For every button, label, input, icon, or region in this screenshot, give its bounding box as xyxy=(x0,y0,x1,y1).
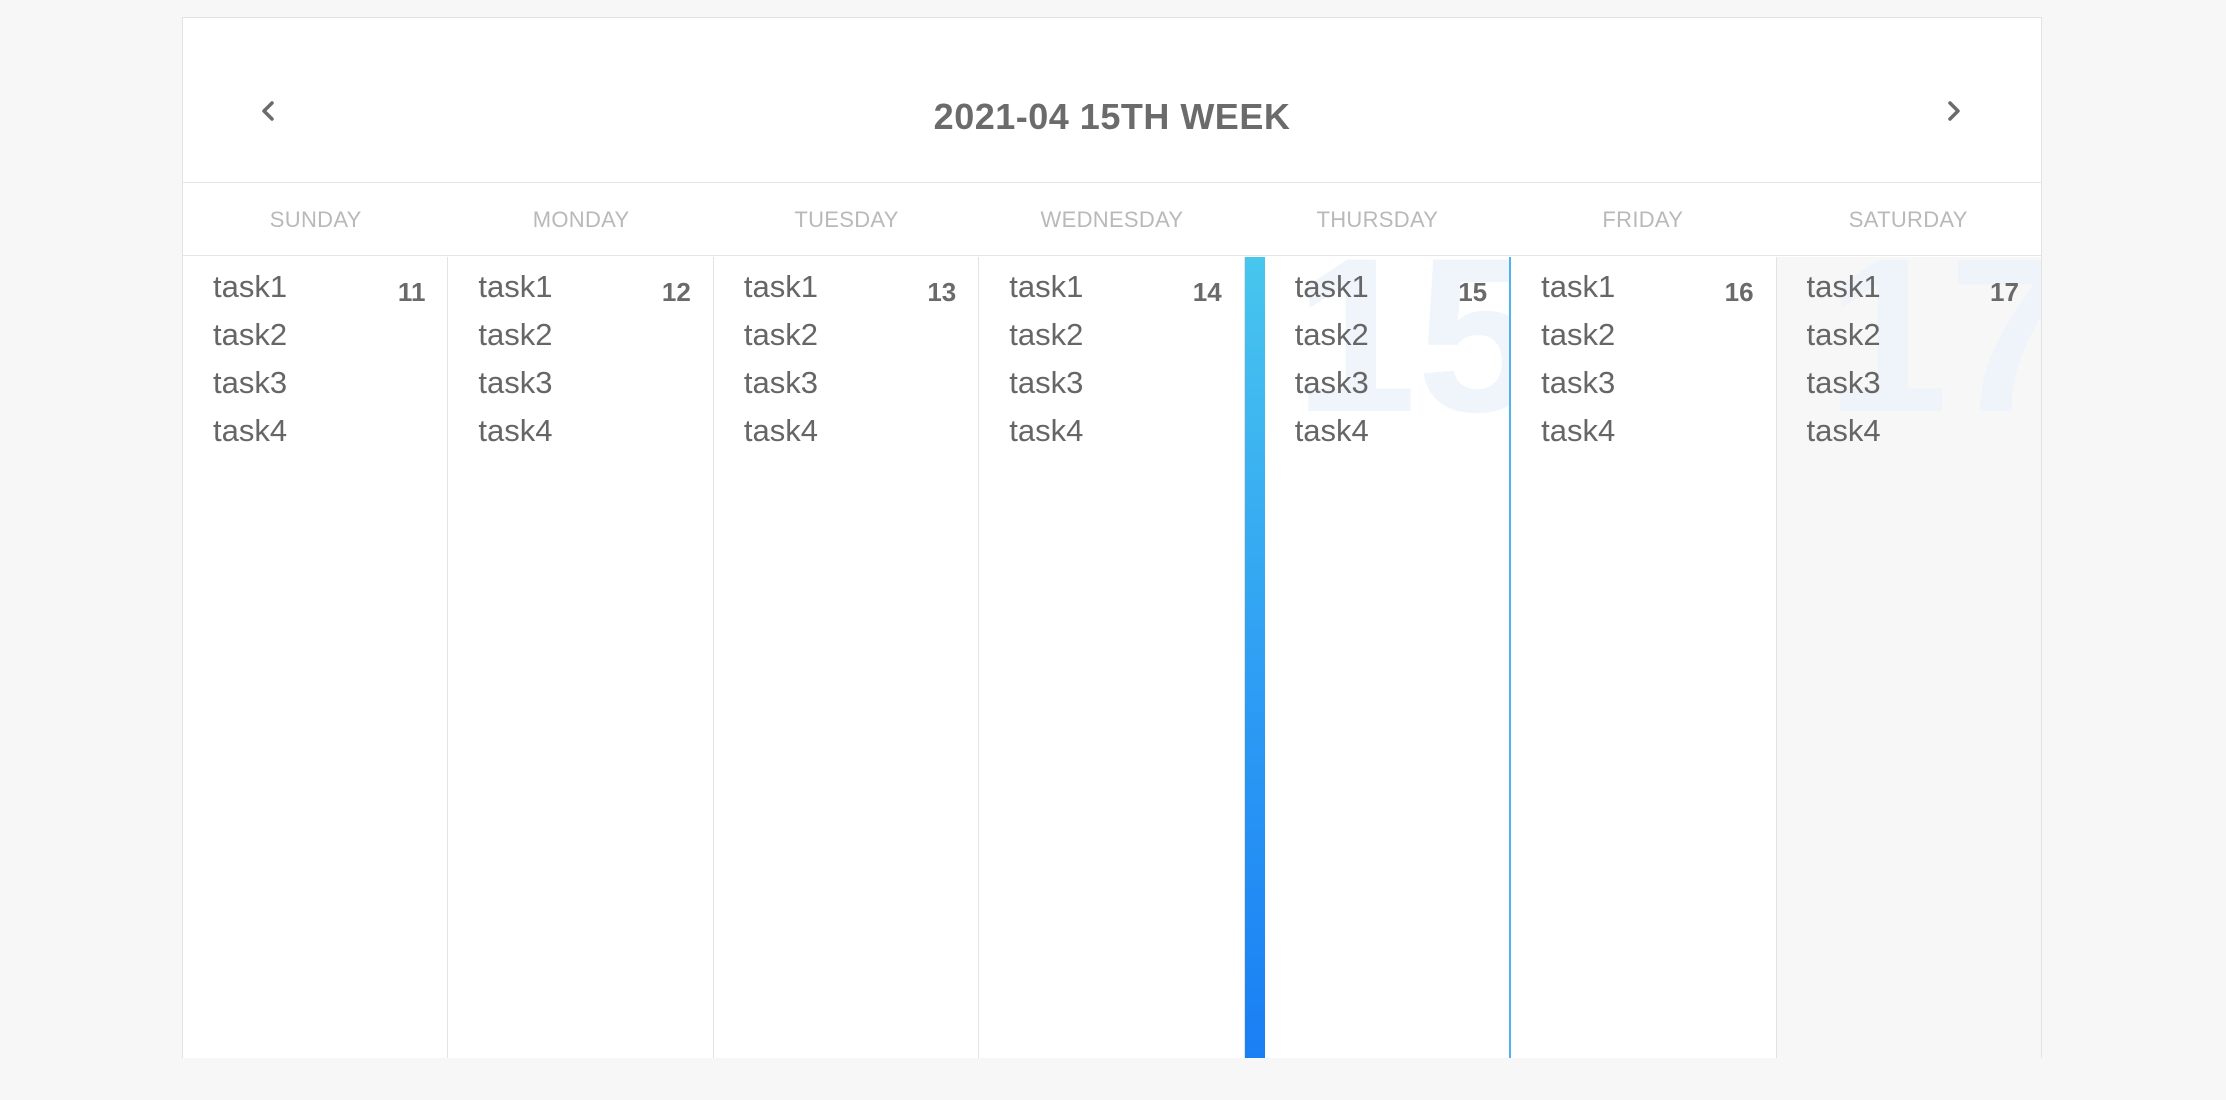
task-item[interactable]: task2 xyxy=(1294,317,1369,352)
next-week-button[interactable] xyxy=(1937,94,1971,128)
task-item[interactable]: task2 xyxy=(743,317,818,352)
task-item[interactable]: task4 xyxy=(1294,413,1369,448)
day-cell-monday[interactable]: 12 task1 task2 task3 task4 xyxy=(448,257,714,1058)
task-list: task1 task2 task3 task4 xyxy=(213,263,287,455)
weekday-wednesday: WEDNESDAY xyxy=(1040,207,1184,232)
previous-week-button[interactable] xyxy=(251,94,285,128)
day-number: 15 xyxy=(1458,277,1488,307)
task-item[interactable]: task4 xyxy=(478,413,553,448)
day-number: 13 xyxy=(927,277,957,307)
weekday-monday: MONDAY xyxy=(532,207,630,232)
task-item[interactable]: task2 xyxy=(1009,317,1084,352)
task-item[interactable]: task1 xyxy=(743,269,818,304)
weekday-header-row: SUNDAY MONDAY TUESDAY WEDNESDAY THURSDAY… xyxy=(183,184,2041,256)
calendar-header: 2021-04 15TH WEEK xyxy=(183,18,2041,183)
week-calendar: 2021-04 15TH WEEK SUNDAY MONDAY TUESDAY … xyxy=(182,17,2042,1058)
weekday-sunday: SUNDAY xyxy=(269,207,362,232)
task-item[interactable]: task1 xyxy=(1294,269,1369,304)
day-columns: 11 task1 task2 task3 task4 12 task1 task… xyxy=(183,257,2041,1058)
day-cell-sunday[interactable]: 11 task1 task2 task3 task4 xyxy=(183,257,449,1058)
task-item[interactable]: task3 xyxy=(478,365,553,400)
task-item[interactable]: task2 xyxy=(478,317,553,352)
task-item[interactable]: task3 xyxy=(1294,365,1369,400)
task-item[interactable]: task4 xyxy=(213,413,288,448)
day-cell-thursday-today[interactable]: 15 15 task1 task2 task3 task4 xyxy=(1244,257,1512,1058)
task-list: task1 task2 task3 task4 xyxy=(1807,263,1881,455)
task-item[interactable]: task4 xyxy=(743,413,818,448)
task-list: task1 task2 task3 task4 xyxy=(478,263,552,455)
task-list: task1 task2 task3 task4 xyxy=(1009,263,1083,455)
day-number: 11 xyxy=(397,277,426,307)
day-cell-saturday[interactable]: 17 17 task1 task2 task3 task4 xyxy=(1776,257,2041,1058)
task-item[interactable]: task2 xyxy=(1806,317,1881,352)
task-item[interactable]: task1 xyxy=(213,269,288,304)
chevron-right-icon xyxy=(1948,101,1960,121)
task-list: task1 task2 task3 task4 xyxy=(1295,263,1369,455)
task-item[interactable]: task3 xyxy=(1009,365,1084,400)
task-item[interactable]: task1 xyxy=(1541,269,1616,304)
chevron-left-icon xyxy=(262,101,274,121)
day-number: 16 xyxy=(1724,277,1754,307)
weekday-tuesday: TUESDAY xyxy=(794,207,899,232)
task-item[interactable]: task1 xyxy=(1806,269,1881,304)
today-indicator-bar xyxy=(1244,257,1265,1058)
day-number: 12 xyxy=(661,277,691,307)
day-number: 14 xyxy=(1192,277,1222,307)
day-cell-friday[interactable]: 16 task1 task2 task3 task4 xyxy=(1511,257,1777,1058)
task-list: task1 task2 task3 task4 xyxy=(1541,263,1615,455)
task-item[interactable]: task2 xyxy=(1541,317,1616,352)
weekday-saturday: SATURDAY xyxy=(1848,207,1968,232)
day-number: 17 xyxy=(1990,277,2019,307)
task-item[interactable]: task4 xyxy=(1541,413,1616,448)
weekday-thursday: THURSDAY xyxy=(1316,207,1439,232)
task-item[interactable]: task2 xyxy=(213,317,288,352)
day-cell-tuesday[interactable]: 13 task1 task2 task3 task4 xyxy=(713,257,980,1058)
task-item[interactable]: task3 xyxy=(213,365,288,400)
task-list: task1 task2 task3 task4 xyxy=(744,263,818,455)
task-item[interactable]: task1 xyxy=(1009,269,1084,304)
task-item[interactable]: task1 xyxy=(478,269,553,304)
task-item[interactable]: task3 xyxy=(1541,365,1616,400)
weekday-friday: FRIDAY xyxy=(1602,207,1684,232)
task-item[interactable]: task4 xyxy=(1806,413,1881,448)
week-title: 2021-04 15TH WEEK xyxy=(933,96,1291,137)
day-cell-wednesday[interactable]: 14 task1 task2 task3 task4 xyxy=(979,257,1245,1058)
task-item[interactable]: task4 xyxy=(1009,413,1084,448)
task-item[interactable]: task3 xyxy=(743,365,818,400)
task-item[interactable]: task3 xyxy=(1806,365,1881,400)
